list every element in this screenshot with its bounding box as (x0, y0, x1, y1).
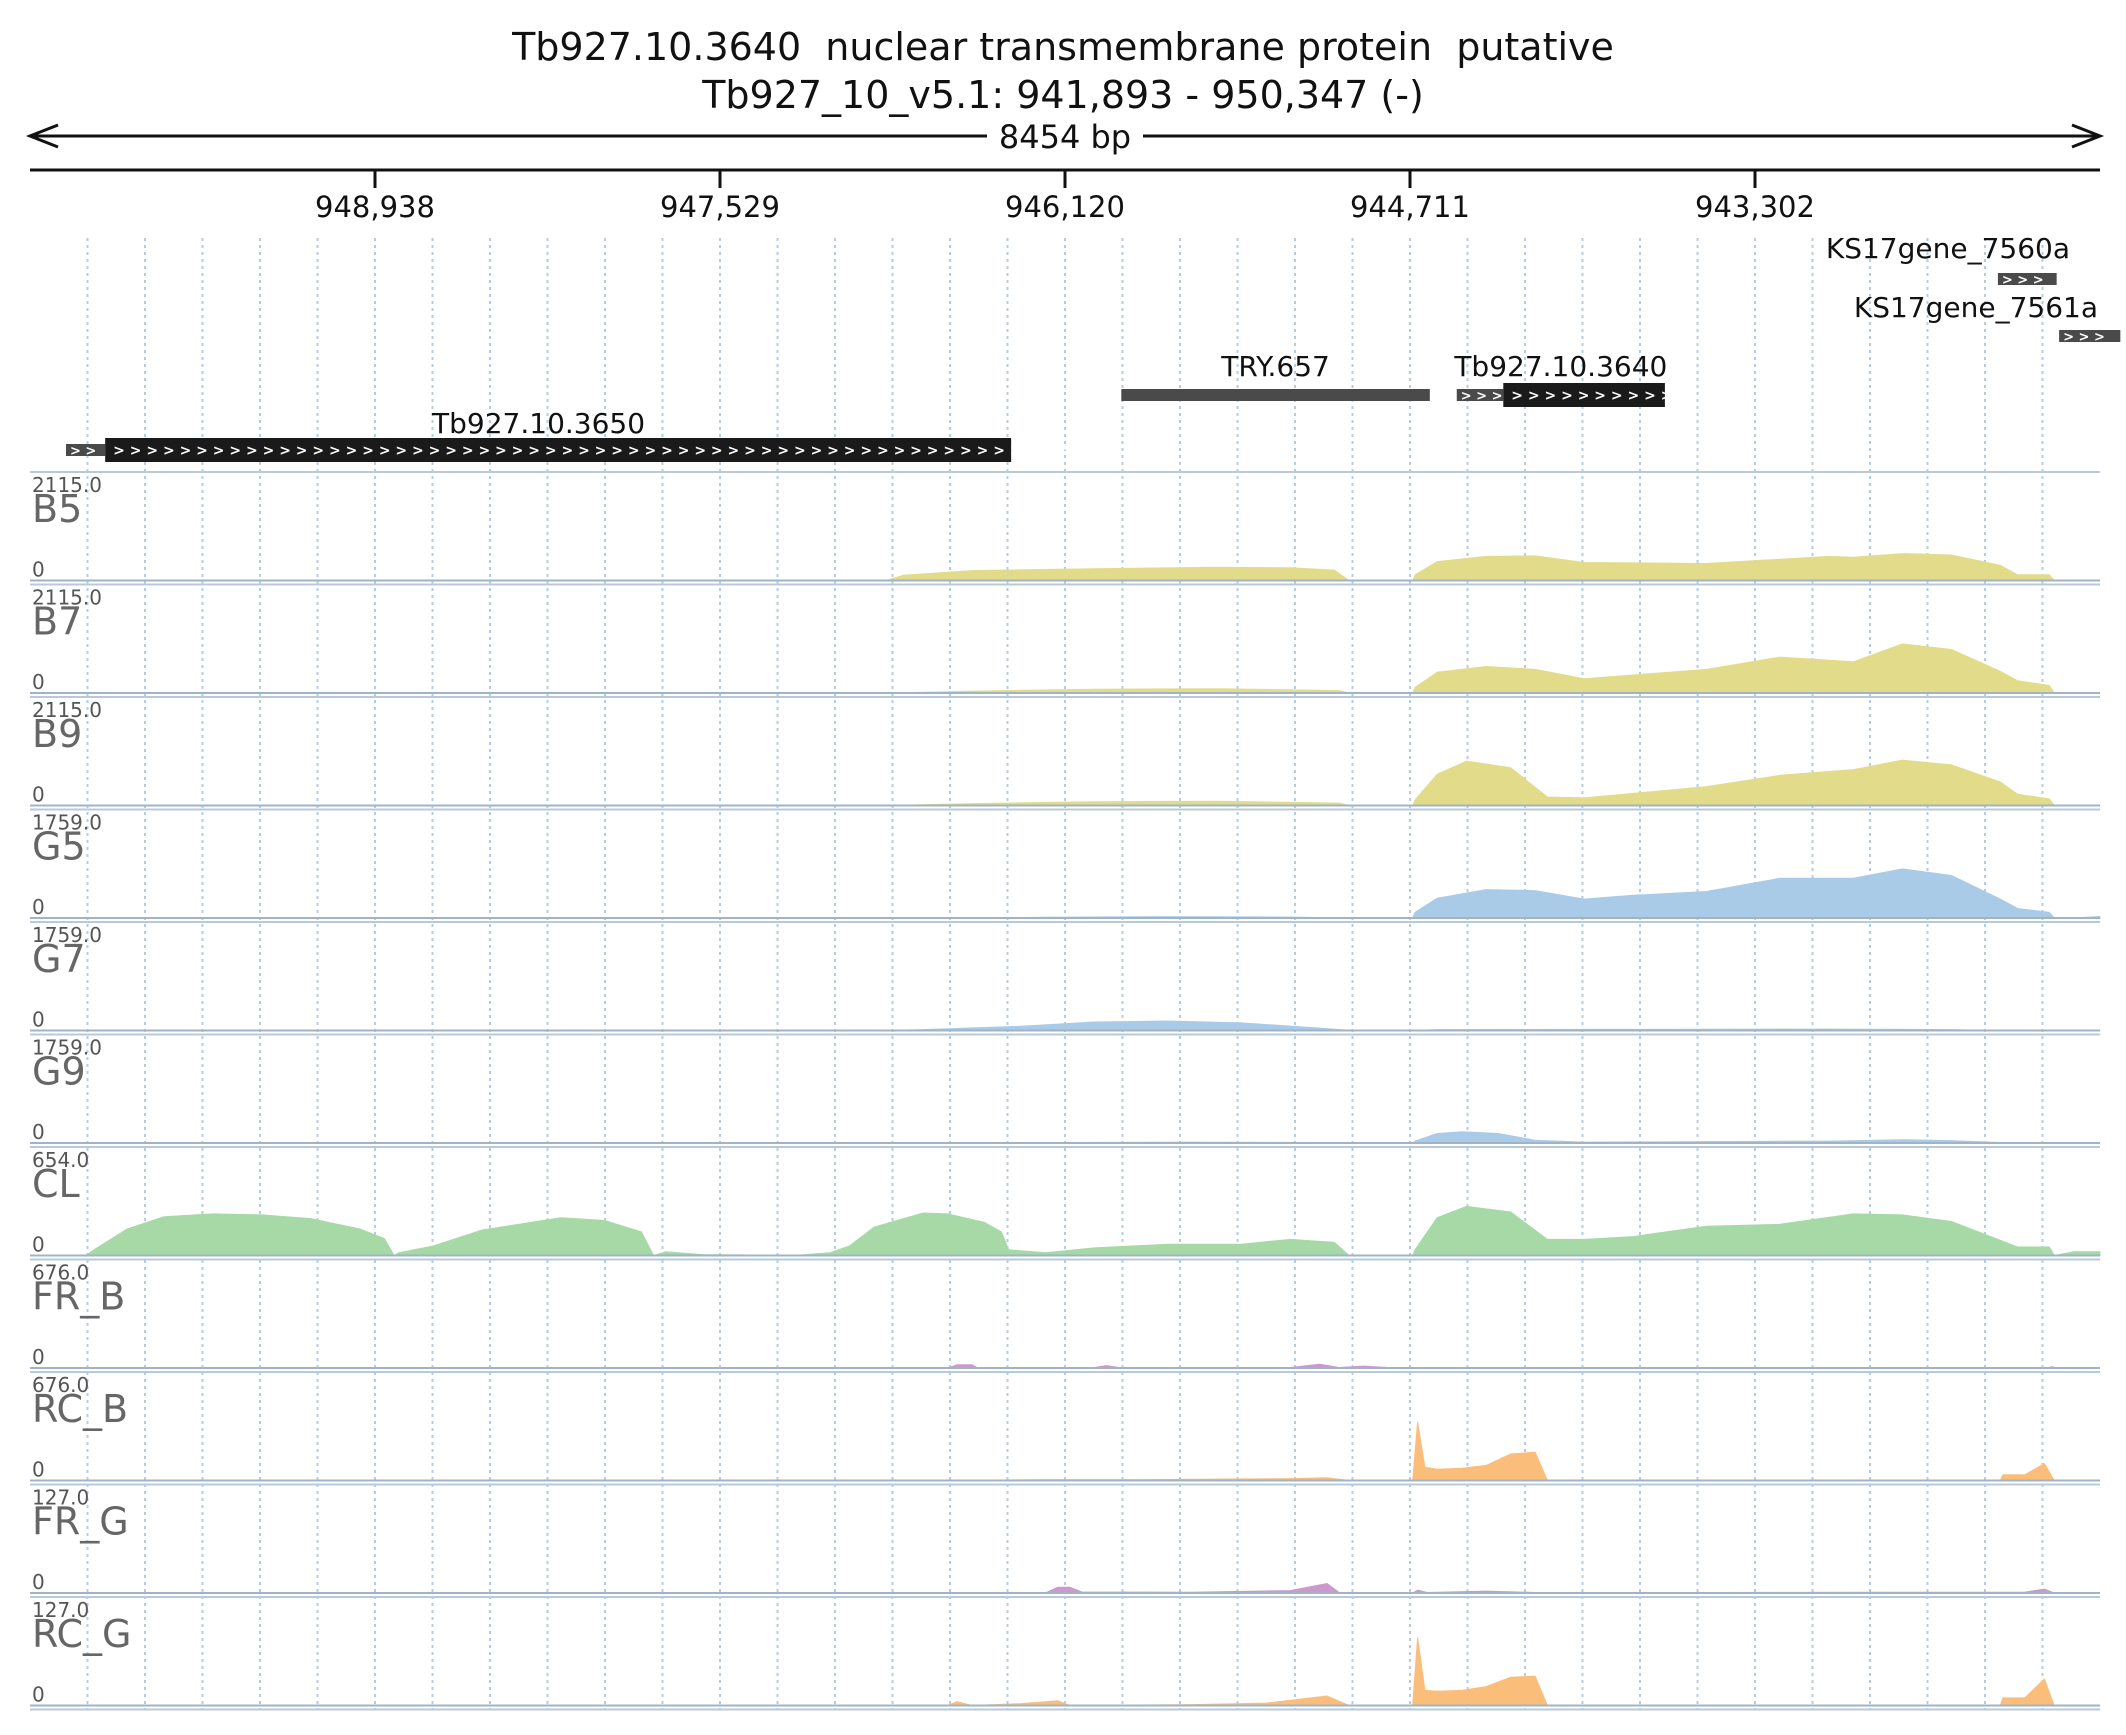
scale-ruler: 8454 bp (25, 116, 2105, 156)
track-b5: 2115.0B5 0 (30, 471, 2100, 582)
track-ymax-label: 1759.0 (32, 923, 102, 947)
track-ymax-label: 2115.0 (32, 586, 102, 610)
gene-annotation-track: > > > KS17gene_7560a > > > KS17gene_7561a TR… (65, 232, 2121, 462)
track-name: CL (32, 1162, 80, 1206)
coverage-area (886, 1020, 2001, 1031)
coverage-area (947, 1637, 2055, 1707)
track-ymin-label: 0 (32, 1458, 45, 1482)
ruler-right-arrow (2071, 123, 2105, 149)
coverage-area (996, 868, 2101, 919)
track-ymin-label: 0 (32, 895, 45, 919)
gene-strand-arrows: > > > (2063, 330, 2105, 345)
coverage-area (886, 553, 2056, 581)
coverage-area (1045, 1582, 2055, 1594)
position-axis: 948,938 947,529 946,120 944,711 943,302 (30, 168, 2100, 224)
track-name: G7 (32, 937, 86, 981)
track-g5: 1759.0G5 0 (30, 808, 2101, 919)
track-ymax-label: 654.0 (32, 1148, 89, 1172)
track-ymax-label: 127.0 (32, 1598, 89, 1622)
track-ymax-label: 1759.0 (32, 811, 102, 835)
track-b7: 2115.0B7 0 (30, 583, 2100, 694)
track-name: B9 (32, 712, 82, 756)
gene-feature: > > > > > > > > > > > > > Tb927.10.3640 (1453, 350, 1672, 407)
track-ymin-label: 0 (32, 1345, 45, 1369)
gene-feature: > > > KS17gene_7560a (1826, 232, 2070, 288)
gene-label: Tb927.10.3640 (1453, 350, 1667, 383)
axis-tick-label: 947,529 (660, 190, 780, 224)
ruler-span-label: 8454 bp (999, 118, 1131, 156)
track-ymax-label: 1759.0 (32, 1036, 102, 1060)
track-ymin-label: 0 (32, 1683, 45, 1707)
axis-tick-label: 946,120 (1005, 190, 1125, 224)
track-g7: 1759.0G7 0 (30, 921, 2100, 1032)
coverage-area (947, 1421, 2056, 1481)
coverage-area (886, 759, 2056, 806)
chart-title: Tb927.10.3640 nuclear transmembrane prot… (512, 25, 1614, 69)
coverage-area (886, 643, 2056, 694)
gene-feature: TRY.657 (1121, 350, 1430, 401)
gene-strand-arrows: > > > > > > > > > > (1511, 388, 1672, 404)
track-name: G9 (32, 1050, 86, 1094)
track-b9: 2115.0B9 0 (30, 696, 2100, 807)
track-fr-b: 676.0FR_B 0 (30, 1258, 2100, 1369)
track-ymax-label: 2115.0 (32, 698, 102, 722)
gene-bar (2059, 330, 2121, 342)
coverage-tracks: 2115.0B502115.0B702115.0B901759.0G501759… (30, 471, 2101, 1711)
gene-label: Tb927.10.3650 (431, 407, 645, 440)
track-ymax-label: 676.0 (32, 1373, 89, 1397)
track-ymax-label: 2115.0 (32, 473, 102, 497)
track-ymin-label: 0 (32, 1570, 45, 1594)
track-name: FR_B (32, 1275, 125, 1319)
ruler-left-arrow (25, 123, 59, 149)
track-ymax-label: 127.0 (32, 1486, 89, 1510)
gene-label: TRY.657 (1220, 350, 1330, 383)
gene-cds (1503, 383, 1665, 407)
track-fr-g: 127.0FR_G 0 (30, 1483, 2100, 1594)
track-rc-g: 127.0RC_G 0 (30, 1596, 2100, 1707)
track-name: FR_G (32, 1500, 129, 1544)
track-name: G5 (32, 825, 86, 869)
track-cl: 654.0CL 0 (30, 1146, 2101, 1257)
gene-strand-arrows: > > (70, 444, 96, 459)
track-ymin-label: 0 (32, 1233, 45, 1257)
axis-tick-label: 943,302 (1695, 190, 1815, 224)
track-ymax-label: 676.0 (32, 1261, 89, 1285)
axis-tick-label: 948,938 (315, 190, 435, 224)
gene-feature: > > > KS17gene_7561a (1854, 291, 2121, 345)
gene-utr (65, 444, 106, 456)
gene-bar (1121, 389, 1430, 401)
gene-feature: > > > > > > > > > > > > > > > > > > > > >… (65, 407, 1088, 462)
track-name: RC_B (32, 1387, 128, 1431)
coverage-area (996, 1131, 2025, 1144)
vertical-guide-lines (86, 238, 2044, 1710)
ruler-label-bg (987, 116, 1143, 156)
track-name: B5 (32, 487, 82, 531)
gene-label: KS17gene_7561a (1854, 291, 2098, 324)
track-ymin-label: 0 (32, 1120, 45, 1144)
track-g9: 1759.0G9 0 (30, 1033, 2100, 1144)
track-name: RC_G (32, 1612, 132, 1656)
track-ymin-label: 0 (32, 1008, 45, 1032)
gene-utr (1456, 389, 1504, 401)
track-ymin-label: 0 (32, 670, 45, 694)
axis-tick-label: 944,711 (1350, 190, 1470, 224)
track-ymin-label: 0 (32, 783, 45, 807)
gene-bar (1997, 273, 2057, 285)
gene-strand-arrows: > > > (2002, 273, 2044, 288)
gene-strand-arrows: > > > (1461, 389, 1503, 404)
track-ymin-label: 0 (32, 558, 45, 582)
coverage-area (83, 1205, 2101, 1257)
gene-strand-arrows: > > > > > > > > > > > > > > > > > > > > … (113, 443, 1088, 459)
track-rc-b: 676.0RC_B 0 (30, 1371, 2100, 1482)
gene-label: KS17gene_7560a (1826, 232, 2070, 265)
chart-subtitle: Tb927_10_v5.1: 941,893 - 950,347 (-) (702, 73, 1424, 117)
gene-cds (105, 438, 1012, 462)
track-name: B7 (32, 600, 82, 644)
